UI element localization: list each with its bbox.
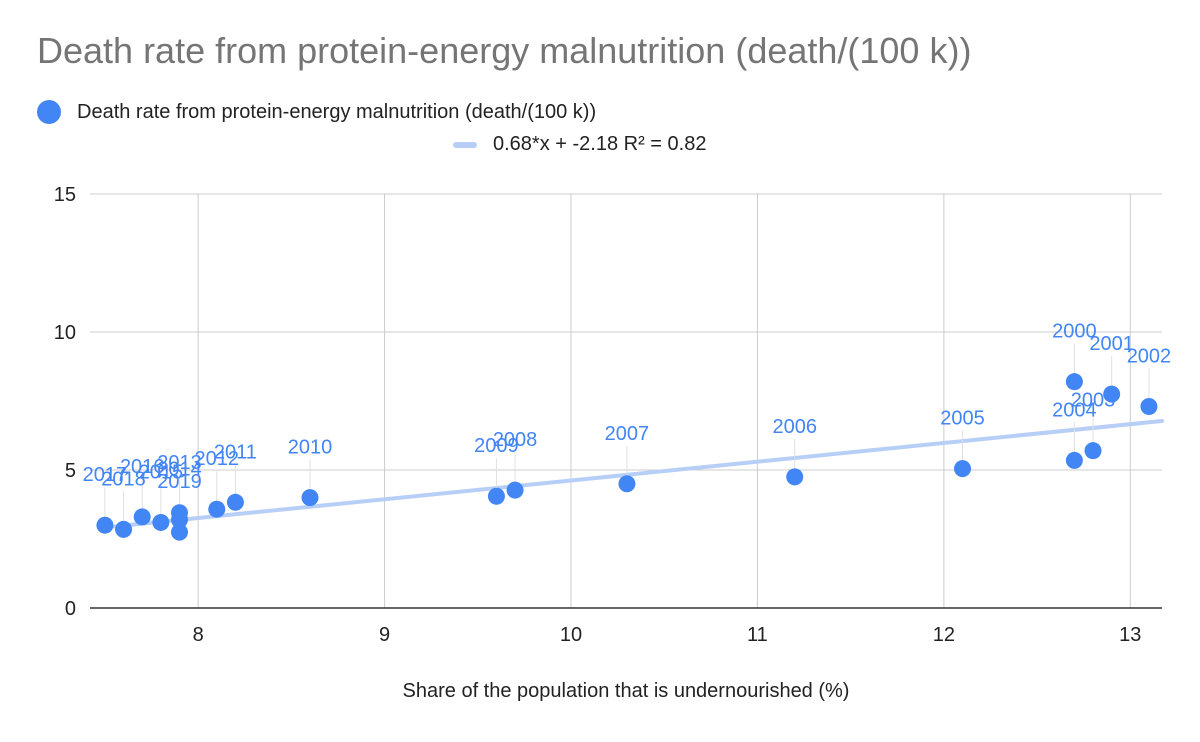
data-point xyxy=(506,481,524,499)
data-point xyxy=(1084,442,1102,460)
data-point xyxy=(1065,451,1083,469)
data-point xyxy=(618,475,636,493)
data-point xyxy=(226,493,244,511)
trendline xyxy=(102,418,1164,530)
point-label: 2007 xyxy=(605,423,650,445)
chart-title: Death rate from protein-energy malnutrit… xyxy=(37,30,972,71)
legend-line-icon xyxy=(453,141,477,148)
legend-item-trendline[interactable]: 0.68*x + -2.18 R² = 0.82 xyxy=(453,133,706,156)
point-label: 2001 xyxy=(1089,333,1134,355)
x-tick-label: 8 xyxy=(193,624,204,646)
legend-item-points[interactable]: Death rate from protein-energy malnutrit… xyxy=(37,100,596,124)
x-tick-label: 9 xyxy=(379,624,390,646)
point-label: 2016 xyxy=(120,456,165,478)
point-label: 2012 xyxy=(195,448,240,470)
data-point xyxy=(170,523,188,541)
data-point xyxy=(301,489,319,507)
y-tick-label: 10 xyxy=(54,322,76,344)
point-label: 2006 xyxy=(772,416,817,438)
data-point xyxy=(208,500,226,518)
point-label: 2010 xyxy=(288,437,333,459)
y-tick-label: 15 xyxy=(54,184,76,206)
x-tick-label: 13 xyxy=(1119,624,1141,646)
data-point xyxy=(487,487,505,505)
data-point xyxy=(96,516,114,534)
data-point xyxy=(133,508,151,526)
point-label: 2015 xyxy=(139,461,184,483)
legend-dot-icon xyxy=(37,100,61,124)
y-tick-label: 5 xyxy=(65,460,76,482)
x-tick-label: 12 xyxy=(933,624,955,646)
point-label: 2014 xyxy=(157,459,202,481)
data-point xyxy=(152,513,170,531)
data-point xyxy=(170,511,188,529)
point-label: 2008 xyxy=(493,429,538,451)
x-tick-label: 10 xyxy=(560,624,582,646)
data-point xyxy=(954,460,972,478)
legend-points-label: Death rate from protein-energy malnutrit… xyxy=(77,100,597,123)
data-point xyxy=(115,520,133,538)
point-label: 2013 xyxy=(157,452,202,474)
point-label: 2019 xyxy=(157,471,202,493)
x-axis-title: Share of the population that is undernou… xyxy=(402,680,850,702)
point-label: 2004 xyxy=(1052,399,1097,421)
x-tick-label: 11 xyxy=(747,624,768,646)
point-label: 2009 xyxy=(474,435,519,457)
point-label: 2002 xyxy=(1127,346,1172,368)
legend-trendline-label: 0.68*x + -2.18 R² = 0.82 xyxy=(493,133,707,155)
data-point xyxy=(1103,385,1121,403)
point-label: 2011 xyxy=(214,441,257,463)
y-tick-label: 0 xyxy=(65,598,76,620)
point-label: 2017 xyxy=(83,464,128,486)
data-point xyxy=(786,468,804,486)
data-point xyxy=(1065,373,1083,391)
point-label: 2000 xyxy=(1052,321,1097,343)
point-label: 2018 xyxy=(101,468,146,490)
point-label: 2005 xyxy=(940,408,985,430)
data-point xyxy=(1140,398,1158,416)
